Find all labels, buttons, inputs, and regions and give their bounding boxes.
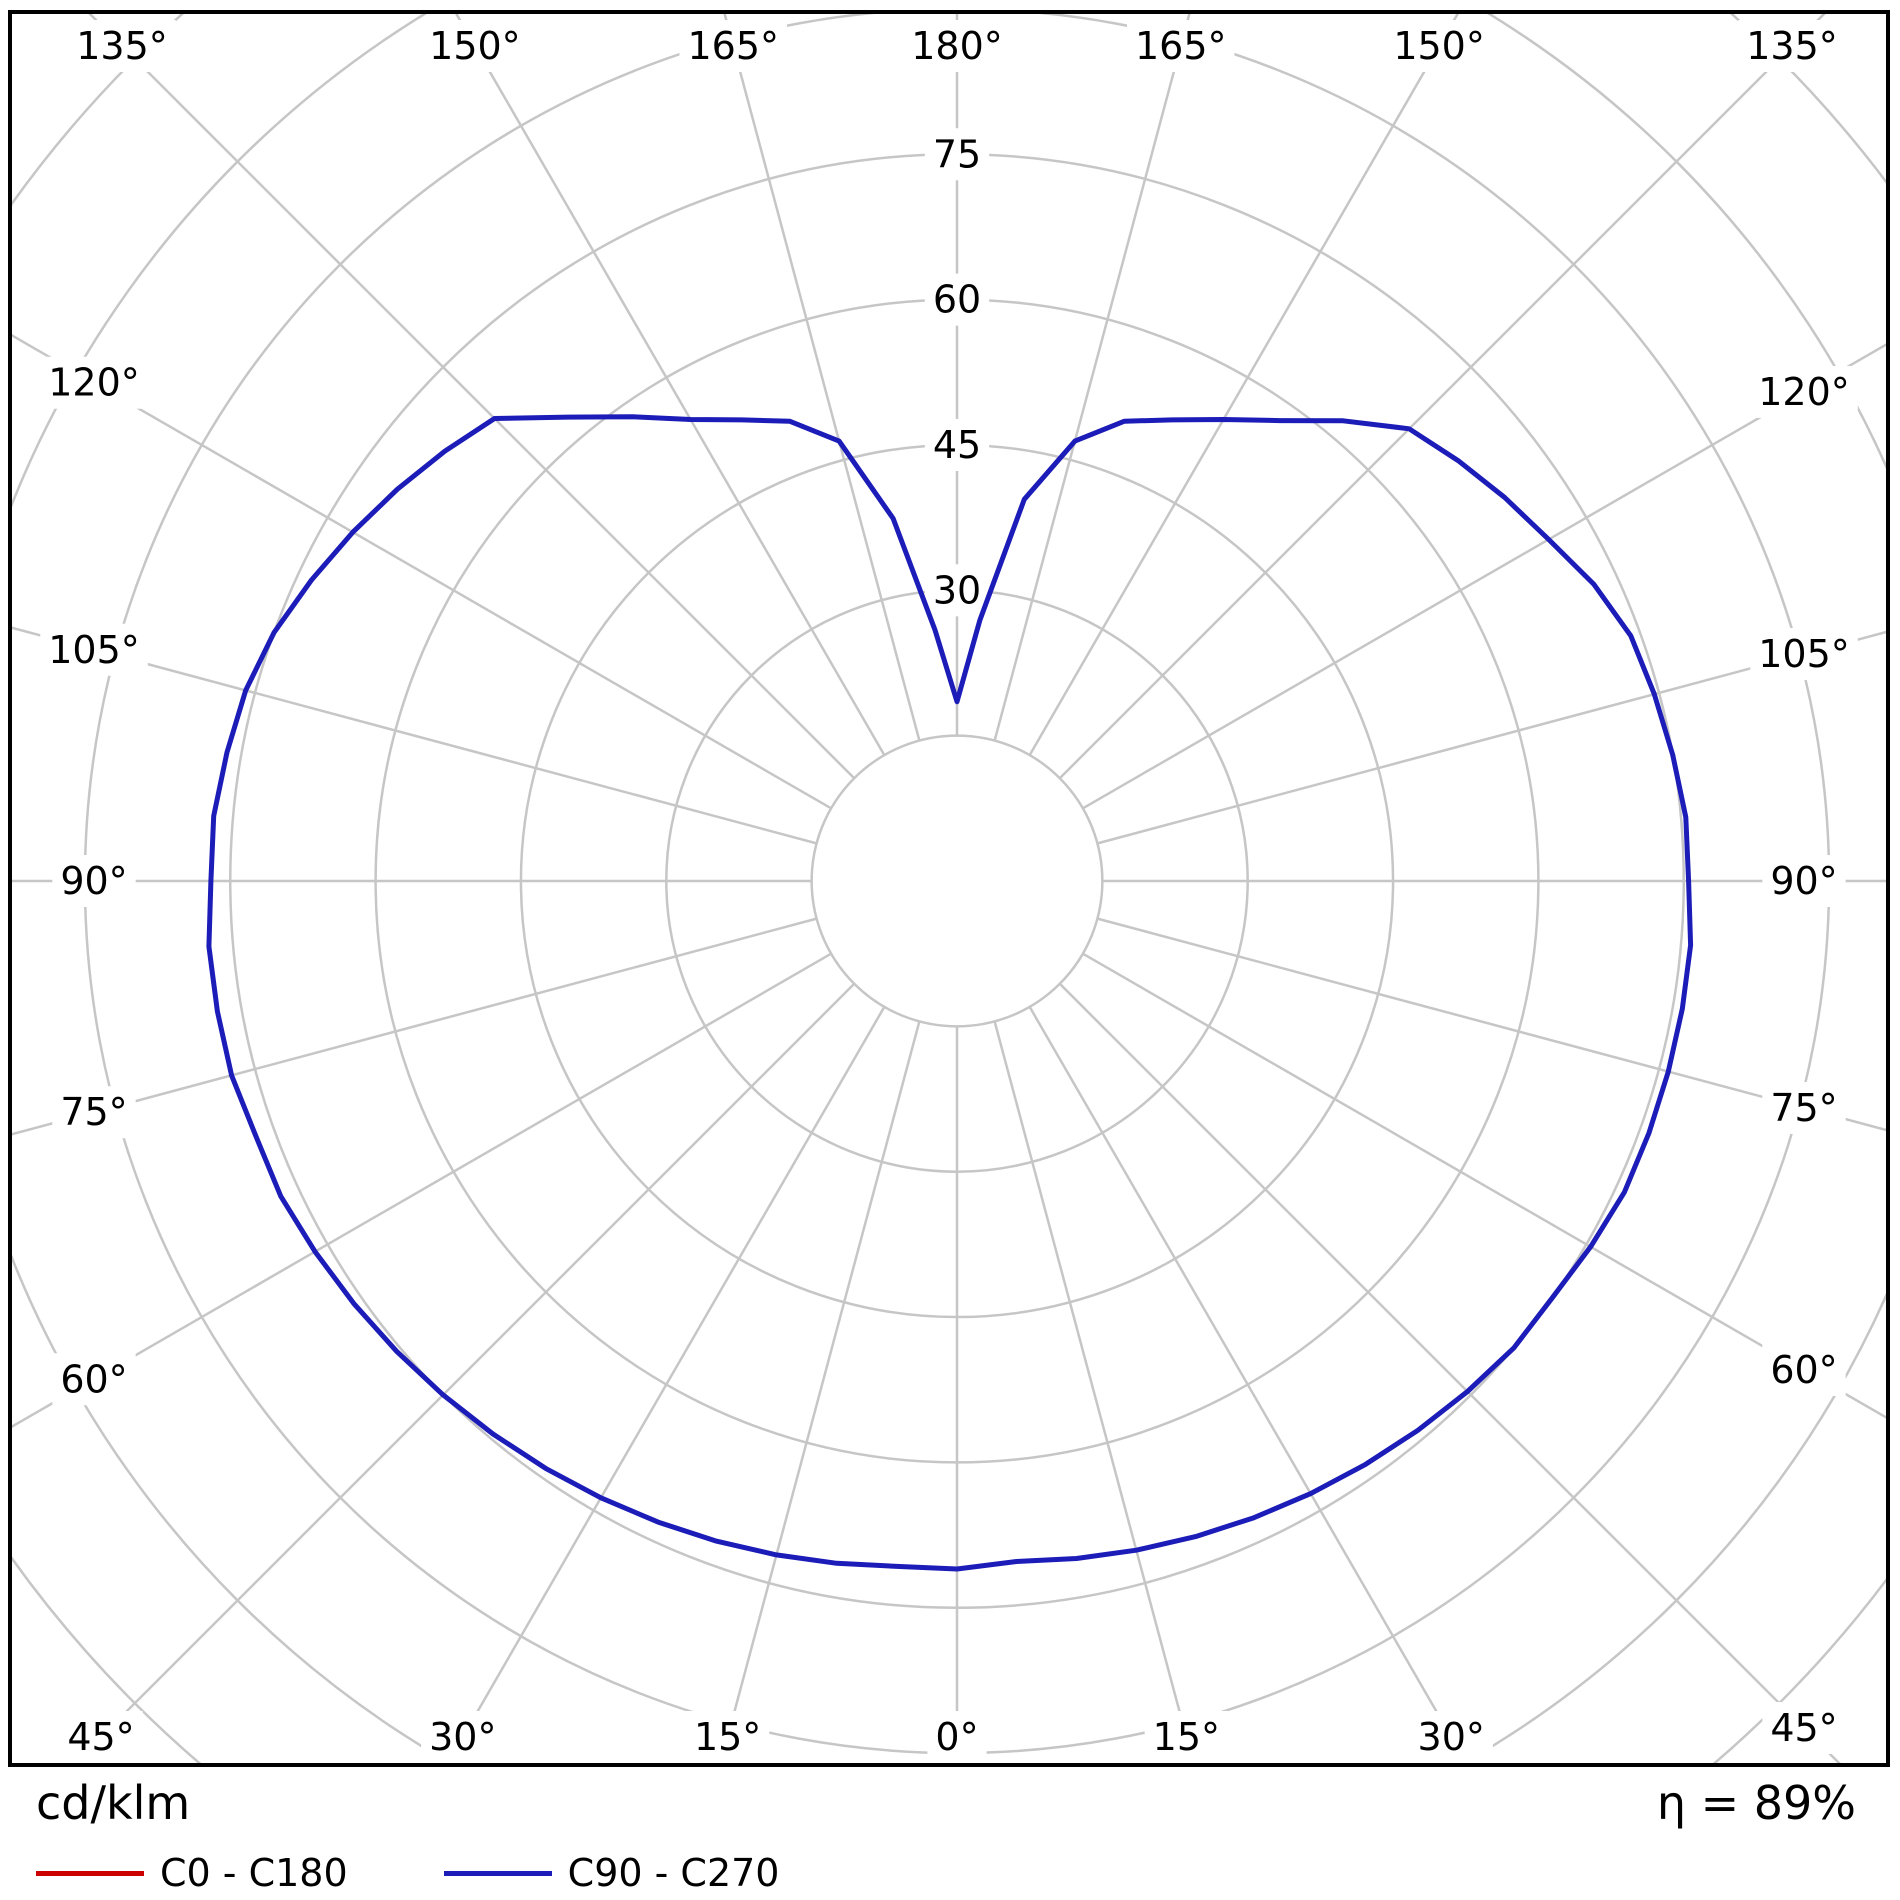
grid-radial-line	[1028, 14, 1460, 756]
angle-label: 0°	[935, 1715, 978, 1759]
angle-label: 30°	[429, 1715, 496, 1759]
legend-label-c90: C90 - C270	[567, 1851, 780, 1895]
angle-label: 90°	[1770, 859, 1837, 903]
legend-line-c90-icon	[443, 1870, 552, 1876]
angle-label: 135°	[1746, 24, 1838, 68]
label-backdrop	[1762, 1702, 1846, 1754]
grid-radial-line	[12, 333, 832, 810]
angle-label: 150°	[1393, 24, 1485, 68]
angle-label: 15°	[1153, 1715, 1220, 1759]
angle-label: 120°	[48, 361, 140, 405]
angle-label: 45°	[67, 1715, 134, 1759]
legend-line-c0-icon	[36, 1870, 144, 1876]
label-backdrop	[924, 564, 990, 617]
angle-label: 120°	[1758, 370, 1850, 414]
label-backdrop	[924, 128, 990, 181]
label-backdrop	[1762, 1344, 1846, 1397]
angle-label: 150°	[429, 24, 521, 68]
angle-label: 105°	[48, 628, 140, 672]
intensity-curves	[206, 414, 1694, 1572]
angle-label: 75°	[60, 1090, 127, 1134]
grid-radial-line	[1097, 917, 1886, 1132]
label-backdrop	[52, 1086, 136, 1139]
label-backdrop	[1126, 20, 1235, 72]
label-backdrop	[1750, 628, 1858, 681]
radial-tick-label: 75	[933, 132, 981, 176]
angle-label: 30°	[1418, 1715, 1485, 1759]
angle-label: 135°	[76, 24, 168, 68]
angle-label: 165°	[687, 24, 779, 68]
grid-radial-line	[12, 626, 817, 845]
angle-label: 165°	[1135, 24, 1227, 68]
angle-label: 45°	[1770, 1706, 1837, 1750]
label-backdrop	[1738, 20, 1846, 72]
axis-labels: 0° 15° 15° 30° 30° 45° 45° 60° 60° 75° 75° 90° 90° 10…	[40, 20, 1858, 1763]
angle-label: 60°	[1770, 1348, 1837, 1392]
grid-radial-line	[1058, 982, 1841, 1763]
angle-label: 75°	[1770, 1086, 1837, 1130]
label-backdrop	[421, 20, 529, 72]
radial-tick-label: 30	[933, 568, 981, 612]
grid-radial-line	[12, 952, 832, 1429]
label-backdrop	[40, 623, 148, 676]
label-backdrop	[1762, 1081, 1846, 1134]
radial-tick-label: 60	[933, 278, 981, 322]
grid-radial-line	[12, 917, 817, 1136]
label-backdrop	[924, 273, 990, 326]
units-label: cd/klm	[36, 1776, 191, 1830]
grid-radial-line	[1028, 1006, 1468, 1763]
grid-radial-line	[446, 1006, 886, 1763]
grid-radial-line	[719, 1021, 921, 1763]
grid-radial-line	[73, 982, 856, 1763]
legend: C0 - C180 C90 - C270	[36, 1850, 779, 1896]
grid-ring	[810, 734, 1104, 1028]
grid-radial-line	[1082, 952, 1886, 1419]
label-backdrop	[59, 1711, 143, 1763]
grid-radial-line	[723, 14, 921, 741]
label-backdrop	[924, 418, 990, 471]
radial-tick-label: 45	[933, 423, 981, 467]
label-backdrop	[52, 855, 136, 907]
angle-label: 105°	[1758, 632, 1850, 676]
efficiency-label: η = 89%	[1656, 1776, 1856, 1830]
label-backdrop	[40, 356, 148, 409]
label-backdrop	[52, 1353, 136, 1406]
label-backdrop	[679, 20, 788, 72]
grid-radial-line	[1058, 14, 1826, 780]
label-backdrop	[927, 1711, 987, 1763]
label-backdrop	[685, 1711, 770, 1763]
grid-radial-line	[1082, 343, 1886, 810]
angle-label: 90°	[60, 859, 127, 903]
angle-label: 15°	[694, 1715, 761, 1759]
chart-frame	[8, 10, 1890, 1767]
label-backdrop	[1409, 1711, 1493, 1763]
label-backdrop	[1750, 365, 1858, 418]
label-backdrop	[1762, 855, 1846, 907]
grid-radial-line	[993, 14, 1191, 741]
curve-C90-C270	[206, 414, 1694, 1572]
label-backdrop	[1144, 1711, 1229, 1763]
label-backdrop	[1385, 20, 1493, 72]
label-backdrop	[903, 20, 1011, 72]
angle-label: 180°	[911, 24, 1003, 68]
grid-radial-line	[454, 14, 886, 756]
label-backdrop	[421, 1711, 505, 1763]
legend-label-c0: C0 - C180	[160, 1851, 348, 1895]
grid-radial-line	[88, 14, 856, 780]
grid-radial-line	[993, 1021, 1195, 1763]
label-backdrop	[68, 20, 176, 72]
angle-label: 60°	[60, 1357, 127, 1401]
